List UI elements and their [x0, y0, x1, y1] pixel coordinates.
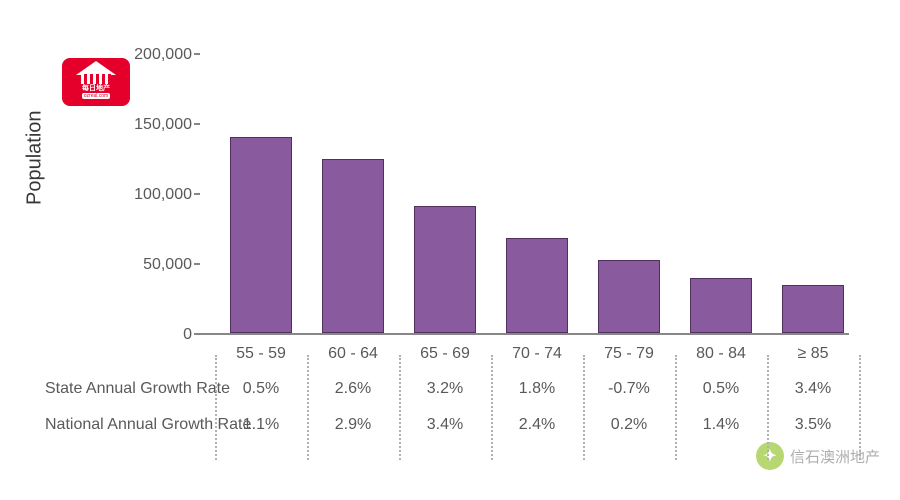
bar	[322, 159, 384, 333]
x-tick-label: 55 - 59	[216, 345, 306, 363]
column-divider	[399, 355, 401, 460]
bar	[414, 206, 476, 333]
y-tick-label: 200,000	[130, 46, 192, 64]
x-tick-label: 80 - 84	[676, 345, 766, 363]
bar	[506, 238, 568, 333]
x-tick-label: ≥ 85	[768, 345, 858, 363]
y-tick-mark	[194, 333, 200, 335]
y-tick-label: 0	[130, 326, 192, 344]
table-cell: 3.4%	[768, 380, 858, 398]
house-roof-icon	[76, 61, 116, 75]
watermark-icon: ✦	[756, 442, 784, 470]
watermark-text: 信石澳洲地产	[790, 446, 880, 467]
house-stripes-icon	[81, 74, 111, 84]
x-tick-label: 75 - 79	[584, 345, 674, 363]
table-row-label: State Annual Growth Rate	[45, 380, 230, 398]
column-divider	[583, 355, 585, 460]
table-cell: 3.4%	[400, 416, 490, 434]
y-tick-label: 100,000	[130, 186, 192, 204]
y-tick-mark	[194, 263, 200, 265]
column-divider	[767, 355, 769, 460]
y-tick-mark	[194, 53, 200, 55]
bar	[782, 285, 844, 333]
table-cell: -0.7%	[584, 380, 674, 398]
y-tick-label: 150,000	[130, 116, 192, 134]
table-cell: 0.2%	[584, 416, 674, 434]
x-tick-label: 60 - 64	[308, 345, 398, 363]
logo-subtext: ozreal.com	[82, 93, 110, 99]
column-divider	[307, 355, 309, 460]
table-cell: 1.4%	[676, 416, 766, 434]
column-divider	[215, 355, 217, 460]
bar	[598, 260, 660, 333]
column-divider	[491, 355, 493, 460]
bar	[690, 278, 752, 333]
table-cell: 2.4%	[492, 416, 582, 434]
plot-area: 050,000100,000150,000200,00055 - 5960 - …	[200, 55, 845, 335]
table-cell: 2.9%	[308, 416, 398, 434]
table-cell: 1.1%	[216, 416, 306, 434]
column-divider	[859, 355, 861, 460]
table-cell: 2.6%	[308, 380, 398, 398]
y-tick-mark	[194, 123, 200, 125]
table-cell: 3.2%	[400, 380, 490, 398]
logo-text: 每日地产	[82, 85, 110, 92]
table-cell: 3.5%	[768, 416, 858, 434]
y-tick-label: 50,000	[130, 256, 192, 274]
table-cell: 0.5%	[676, 380, 766, 398]
bar	[230, 137, 292, 333]
population-chart: Population 050,000100,000150,000200,0005…	[45, 55, 860, 355]
brand-logo: 每日地产 ozreal.com	[62, 58, 130, 106]
y-axis-label: Population	[24, 110, 47, 205]
x-tick-label: 65 - 69	[400, 345, 490, 363]
x-tick-label: 70 - 74	[492, 345, 582, 363]
y-tick-mark	[194, 193, 200, 195]
column-divider	[675, 355, 677, 460]
table-cell: 1.8%	[492, 380, 582, 398]
watermark: ✦ 信石澳洲地产	[756, 442, 880, 470]
x-axis-line	[194, 333, 849, 335]
table-cell: 0.5%	[216, 380, 306, 398]
